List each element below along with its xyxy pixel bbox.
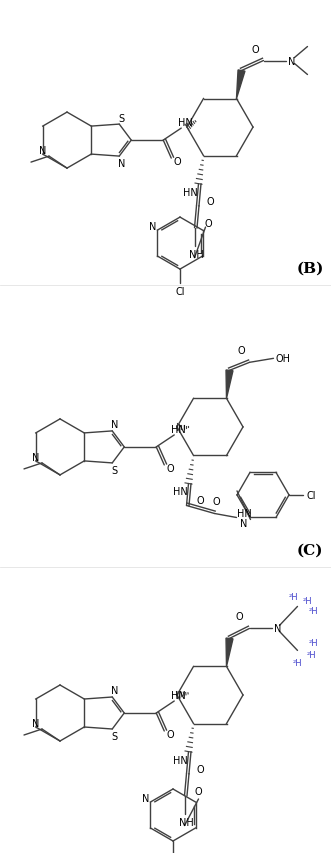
Polygon shape (226, 370, 233, 399)
Text: N: N (32, 718, 40, 728)
Text: HN: HN (178, 118, 193, 128)
Text: O: O (236, 612, 243, 622)
Text: ²H: ²H (303, 596, 312, 606)
Text: ²H: ²H (293, 659, 302, 667)
Text: ²H: ²H (309, 606, 318, 615)
Text: NH: NH (189, 249, 204, 259)
Text: N: N (288, 56, 295, 67)
Text: O: O (173, 157, 181, 167)
Text: Cl: Cl (175, 287, 185, 297)
Text: N: N (39, 146, 47, 156)
Text: S: S (111, 466, 117, 475)
Text: N: N (240, 519, 248, 529)
Text: N: N (118, 159, 125, 169)
Polygon shape (237, 71, 245, 100)
Text: HN: HN (183, 188, 198, 197)
Text: N: N (111, 685, 118, 695)
Text: HN: HN (173, 755, 188, 764)
Text: ²H: ²H (307, 650, 316, 659)
Text: N: N (142, 793, 149, 803)
Text: N: N (111, 420, 118, 429)
Text: (C): (C) (297, 543, 323, 557)
Text: O: O (238, 346, 245, 356)
Text: N: N (274, 624, 281, 634)
Text: (B): (B) (296, 262, 324, 276)
Polygon shape (226, 638, 233, 667)
Text: O: O (197, 496, 204, 506)
Text: ²H: ²H (309, 638, 318, 647)
Text: S: S (111, 731, 117, 741)
Text: O: O (166, 729, 174, 740)
Text: HN: HN (171, 425, 186, 434)
Text: Cl: Cl (306, 490, 316, 501)
Text: N: N (149, 222, 156, 232)
Text: HN: HN (171, 690, 186, 700)
Text: ²H: ²H (289, 592, 298, 601)
Text: O: O (197, 763, 204, 774)
Text: O: O (166, 463, 174, 473)
Text: OH: OH (276, 354, 291, 364)
Text: O: O (205, 218, 212, 229)
Text: HN: HN (173, 487, 188, 497)
Text: O: O (195, 786, 202, 796)
Text: O: O (252, 44, 259, 55)
Text: N: N (32, 452, 40, 462)
Text: O: O (213, 497, 220, 507)
Text: NH: NH (179, 816, 194, 827)
Text: O: O (207, 196, 214, 206)
Text: HN: HN (237, 509, 252, 519)
Text: S: S (118, 114, 124, 124)
